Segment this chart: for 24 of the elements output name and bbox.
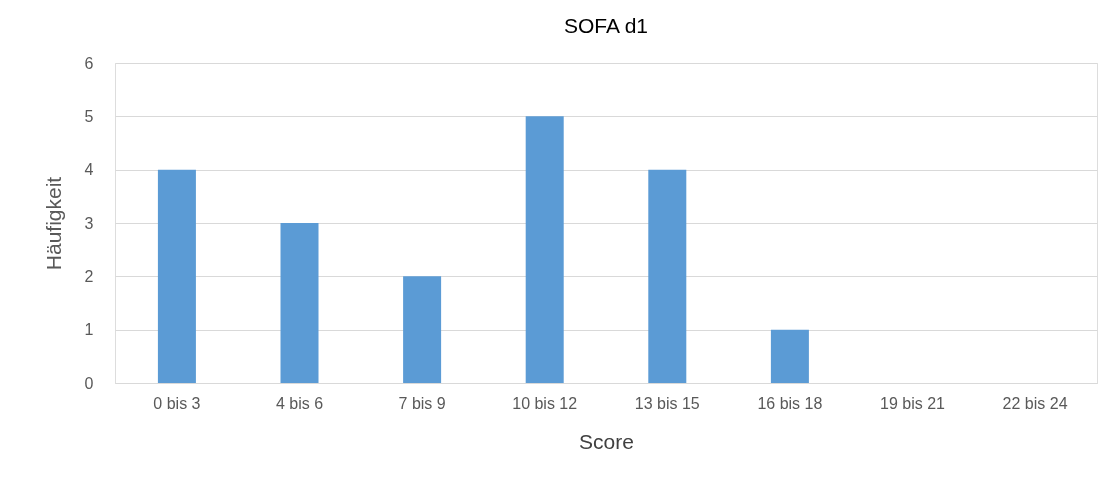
x-tick-label: 13 bis 15 (634, 394, 700, 412)
y-tick-label: 5 (84, 107, 94, 125)
x-tick-label: 16 bis 18 (757, 394, 823, 412)
y-tick-label: 1 (84, 321, 94, 339)
x-tick-label: 4 bis 6 (275, 394, 324, 412)
x-axis-title: Score (579, 429, 634, 453)
x-tick-label: 19 bis 21 (880, 394, 946, 412)
bar (157, 169, 196, 383)
x-tick-label: 7 bis 9 (398, 394, 446, 412)
bar (648, 169, 687, 383)
y-tick-label: 2 (84, 267, 94, 285)
y-axis-title: Häufigkeit (41, 176, 65, 271)
bar (280, 223, 319, 383)
y-tick-label: 6 (84, 54, 94, 72)
y-tick-label: 3 (84, 214, 94, 232)
x-tick-label: 22 bis 24 (1002, 394, 1068, 412)
y-tick-label: 0 (84, 374, 94, 392)
bar (770, 329, 809, 383)
y-tick-label: 4 (84, 161, 94, 179)
chart-title: SOFA d1 (563, 14, 649, 37)
x-tick-label: 10 bis 12 (512, 394, 578, 412)
x-tick-label: 0 bis 3 (153, 394, 201, 412)
bar (403, 276, 442, 383)
bar (525, 116, 564, 383)
